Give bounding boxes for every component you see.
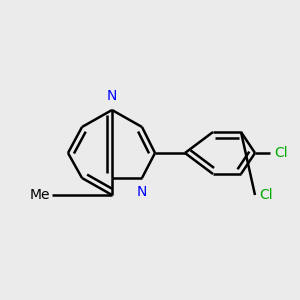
Text: N: N	[107, 89, 117, 103]
Text: Cl: Cl	[259, 188, 273, 202]
Text: Me: Me	[29, 188, 50, 202]
Text: Cl: Cl	[274, 146, 288, 160]
Text: N: N	[137, 185, 147, 199]
